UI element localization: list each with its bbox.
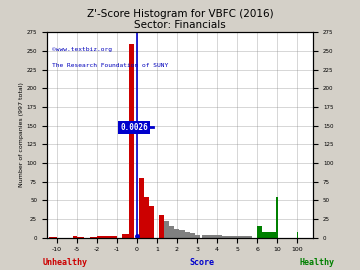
Bar [130,43,134,238]
Title: Z'-Score Histogram for VBFC (2016)
Sector: Financials: Z'-Score Histogram for VBFC (2016) Secto… [87,9,273,30]
Bar [242,236,252,238]
Text: ©www.textbiz.org: ©www.textbiz.org [52,47,112,52]
Bar [194,235,199,238]
Bar [122,234,132,238]
Bar [232,236,242,238]
Bar [185,232,189,238]
Bar [257,227,262,238]
Bar [297,232,298,238]
Bar [90,237,97,238]
Text: Healthy: Healthy [299,258,334,267]
Text: 0.0026: 0.0026 [120,123,148,132]
Bar [159,215,165,238]
Bar [175,230,180,238]
Bar [202,235,212,238]
Bar [73,236,77,238]
Bar [97,236,117,238]
Bar [165,221,170,238]
Bar [262,232,277,238]
Text: Score: Score [189,258,214,267]
Bar [189,233,194,238]
Bar [180,230,185,238]
Bar [276,197,278,238]
Bar [170,226,175,238]
Bar [222,236,232,238]
Bar [277,229,278,238]
Bar [77,237,84,238]
Text: The Research Foundation of SUNY: The Research Foundation of SUNY [52,63,168,68]
Bar [49,237,57,238]
Y-axis label: Number of companies (997 total): Number of companies (997 total) [19,83,24,187]
Bar [139,178,144,238]
Bar [149,206,154,238]
Bar [144,197,149,238]
Bar [212,235,222,238]
Text: Unhealthy: Unhealthy [42,258,87,267]
